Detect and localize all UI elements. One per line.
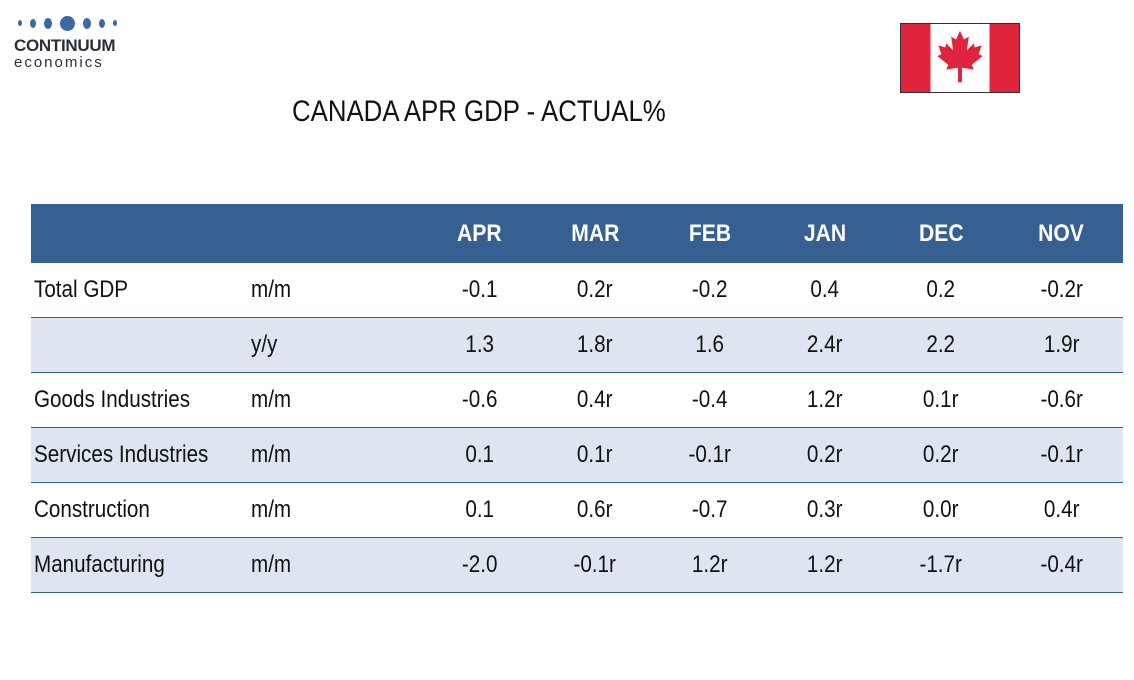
- table-cell: 0.6r: [538, 482, 652, 538]
- table-cell: -1.7r: [882, 537, 1000, 593]
- table-cell: 0.3r: [768, 482, 882, 538]
- table-row: Manufacturing m/m -2.0 -0.1r 1.2r 1.2r -…: [31, 537, 1123, 593]
- table-cell: 0.2: [882, 263, 1000, 318]
- row-label: Goods Industries: [31, 372, 251, 428]
- row-measure: m/m: [251, 372, 421, 428]
- table-cell: 1.6: [652, 317, 768, 373]
- logo-dots-icon: [14, 14, 144, 32]
- column-header: FEB: [652, 204, 768, 263]
- table-cell: -2.0: [421, 537, 538, 593]
- column-header: JAN: [768, 204, 882, 263]
- table-cell: 2.4r: [768, 317, 882, 373]
- row-label: Total GDP: [31, 263, 251, 318]
- header-label-blank: [31, 204, 251, 263]
- table-cell: 2.2: [882, 317, 1000, 373]
- header-measure-blank: [251, 204, 421, 263]
- table-cell: 0.1r: [538, 427, 652, 483]
- logo-name: CONTINUUM: [14, 36, 116, 55]
- table-cell: 0.2r: [768, 427, 882, 483]
- continuum-logo: CONTINUUM economics: [14, 14, 144, 71]
- table-cell: 1.3: [421, 317, 538, 373]
- table-cell: -0.4: [652, 372, 768, 428]
- table-cell: -0.1r: [652, 427, 768, 483]
- column-header: MAR: [538, 204, 652, 263]
- table-cell: 0.1r: [882, 372, 1000, 428]
- column-header: DEC: [882, 204, 1000, 263]
- row-label: Services Industries: [31, 427, 251, 483]
- table-row: Construction m/m 0.1 0.6r -0.7 0.3r 0.0r…: [31, 482, 1123, 538]
- table-cell: 0.2r: [538, 263, 652, 318]
- column-header: NOV: [1000, 204, 1123, 263]
- table-cell: 1.8r: [538, 317, 652, 373]
- table-cell: -0.2: [652, 263, 768, 318]
- table-cell: 0.1: [421, 482, 538, 538]
- row-measure: m/m: [251, 427, 421, 483]
- canada-flag-icon: [900, 23, 1020, 93]
- table-row: Goods Industries m/m -0.6 0.4r -0.4 1.2r…: [31, 372, 1123, 428]
- row-measure: m/m: [251, 263, 421, 318]
- table-cell: -0.1: [421, 263, 538, 318]
- page-title: CANADA APR GDP - ACTUAL%: [292, 95, 666, 128]
- table-cell: 0.1: [421, 427, 538, 483]
- table-cell: -0.2r: [1000, 263, 1123, 318]
- row-measure: y/y: [251, 317, 421, 373]
- row-measure: m/m: [251, 537, 421, 593]
- table-cell: 0.0r: [882, 482, 1000, 538]
- gdp-table: APR MAR FEB JAN DEC NOV Total GDP m/m -0…: [31, 204, 1123, 593]
- table-row: y/y 1.3 1.8r 1.6 2.4r 2.2 1.9r: [31, 317, 1123, 373]
- row-label: [31, 317, 251, 373]
- column-header: APR: [421, 204, 538, 263]
- row-label: Construction: [31, 482, 251, 538]
- table-cell: -0.4r: [1000, 537, 1123, 593]
- table-cell: -0.7: [652, 482, 768, 538]
- table-cell: 1.2r: [768, 537, 882, 593]
- table-cell: 0.2r: [882, 427, 1000, 483]
- row-label: Manufacturing: [31, 537, 251, 593]
- table-cell: -0.6r: [1000, 372, 1123, 428]
- table-cell: -0.1r: [538, 537, 652, 593]
- table-cell: -0.6: [421, 372, 538, 428]
- table-row: Services Industries m/m 0.1 0.1r -0.1r 0…: [31, 427, 1123, 483]
- table-cell: 0.4r: [538, 372, 652, 428]
- table-cell: 1.2r: [768, 372, 882, 428]
- table-row: Total GDP m/m -0.1 0.2r -0.2 0.4 0.2 -0.…: [31, 263, 1123, 318]
- logo-subtitle: economics: [14, 54, 104, 71]
- table-cell: 1.2r: [652, 537, 768, 593]
- table-header-row: APR MAR FEB JAN DEC NOV: [31, 204, 1123, 263]
- table-cell: 1.9r: [1000, 317, 1123, 373]
- row-measure: m/m: [251, 482, 421, 538]
- table-cell: -0.1r: [1000, 427, 1123, 483]
- table-cell: 0.4r: [1000, 482, 1123, 538]
- table-cell: 0.4: [768, 263, 882, 318]
